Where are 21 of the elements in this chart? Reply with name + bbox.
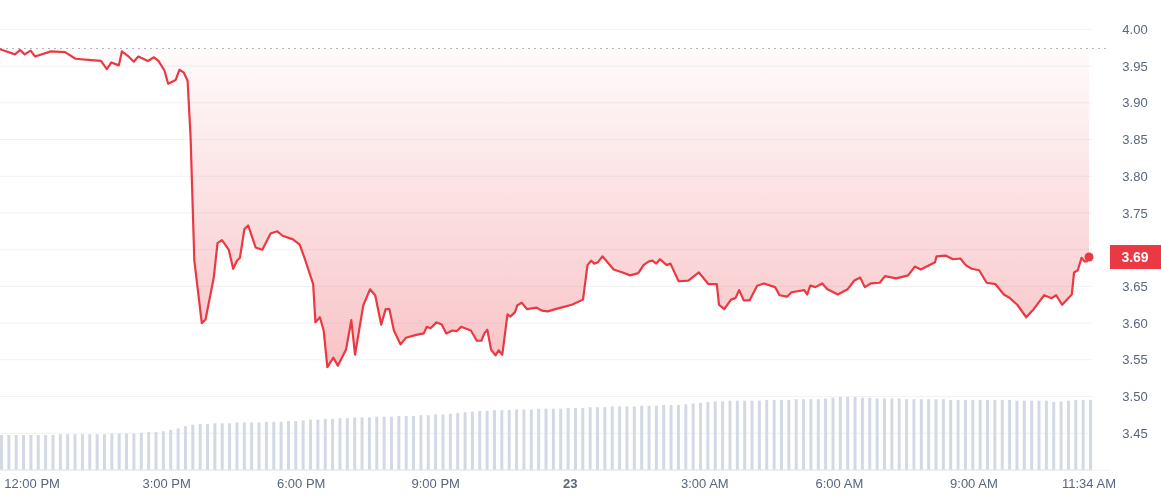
y-tick-label: 4.00 [1122, 21, 1148, 37]
y-tick-label: 3.75 [1122, 205, 1148, 221]
annotation: 3.69 [1121, 248, 1149, 265]
x-tick-label: 12:00 PM [4, 476, 60, 491]
x-tick-label: 6:00 PM [277, 476, 326, 491]
x-tick-label: 6:00 AM [815, 476, 864, 491]
y-tick-label: 3.95 [1122, 58, 1148, 74]
x-tick-label: 9:00 PM [411, 476, 460, 491]
y-tick-label: 3.90 [1122, 95, 1148, 111]
y-tick-label: 3.60 [1122, 315, 1148, 331]
y-tick-label: 3.80 [1122, 168, 1148, 184]
x-tick-label: 9:00 AM [950, 476, 998, 491]
y-tick-label: 3.55 [1122, 352, 1148, 368]
y-tick-label: 3.85 [1122, 132, 1148, 148]
x-tick-label: 11:34 AM [1062, 476, 1116, 491]
y-tick-label: 3.50 [1122, 389, 1148, 405]
x-tick-label: 3:00 PM [142, 476, 191, 491]
y-tick-label: 3.45 [1122, 425, 1148, 441]
x-tick-label: 23 [563, 476, 578, 491]
x-tick-label: 3:00 AM [680, 476, 729, 491]
y-tick-label: 3.65 [1122, 278, 1148, 294]
